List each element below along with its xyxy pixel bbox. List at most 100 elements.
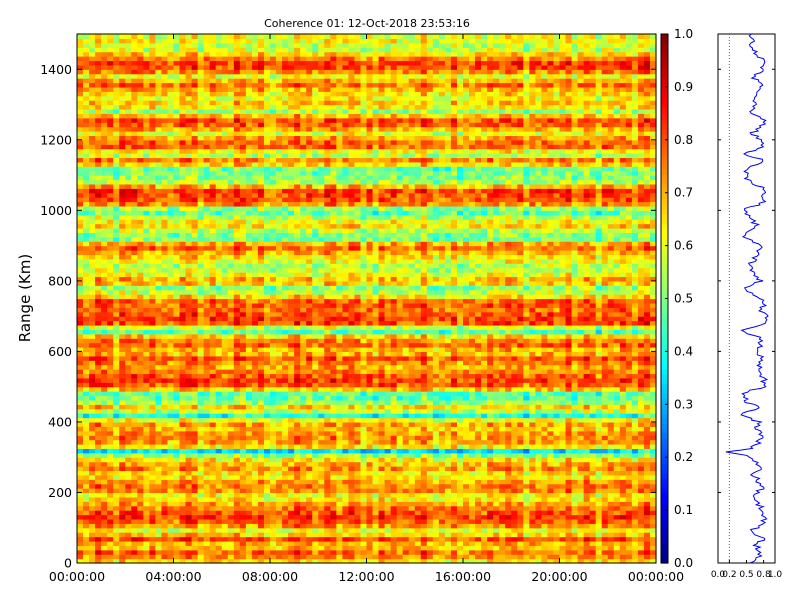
heatmap-cell: [233, 545, 241, 551]
heatmap-cell: [366, 483, 374, 489]
heatmap-cell: [348, 369, 356, 375]
heatmap-cell: [324, 360, 331, 366]
heatmap-cell: [432, 391, 440, 397]
heatmap-cell: [396, 382, 404, 388]
heatmap-cell: [324, 351, 331, 357]
heatmap-cell: [619, 369, 627, 375]
heatmap-cell: [402, 346, 410, 352]
heatmap-cell: [131, 404, 138, 410]
heatmap-cell: [173, 461, 181, 467]
heatmap-cell: [408, 501, 416, 507]
heatmap-cell: [318, 355, 325, 361]
heatmap-cell: [535, 505, 543, 511]
heatmap-cell: [348, 536, 356, 542]
heatmap-cell: [167, 439, 175, 445]
heatmap-cell: [173, 439, 181, 445]
heatmap-cell: [487, 549, 494, 555]
heatmap-cell: [553, 532, 561, 538]
heatmap-cell: [294, 417, 301, 423]
heatmap-cell: [619, 532, 627, 538]
heatmap-cell: [245, 496, 253, 502]
heatmap-cell: [348, 501, 356, 507]
heatmap-cell: [493, 404, 500, 410]
heatmap-cell: [529, 554, 536, 560]
heatmap-cell: [203, 527, 211, 533]
heatmap-cell: [444, 466, 452, 472]
heatmap-cell: [227, 435, 235, 441]
heatmap-cell: [408, 536, 416, 542]
heatmap-cell: [336, 558, 343, 564]
heatmap-cell: [408, 391, 416, 397]
heatmap-cell: [137, 527, 144, 533]
heatmap-cell: [288, 505, 295, 511]
heatmap-cell: [511, 369, 518, 375]
heatmap-cell: [167, 426, 175, 432]
heatmap-cell: [625, 399, 633, 405]
heatmap-cell: [426, 377, 434, 383]
heatmap-cell: [167, 342, 175, 348]
heatmap-cell: [631, 382, 639, 388]
heatmap-cell: [529, 369, 536, 375]
heatmap-cell: [221, 532, 229, 538]
heatmap-cell: [450, 338, 458, 344]
heatmap-cell: [336, 435, 343, 441]
heatmap-cell: [390, 514, 398, 520]
heatmap-cell: [523, 421, 530, 427]
heatmap-cell: [360, 554, 368, 560]
heatmap-cell: [294, 461, 301, 467]
heatmap-cell: [342, 536, 350, 542]
heatmap-cell: [294, 540, 301, 546]
heatmap-cell: [463, 536, 470, 542]
heatmap-cell: [360, 492, 368, 498]
heatmap-cell: [517, 426, 524, 432]
heatmap-cell: [559, 523, 567, 529]
heatmap-cell: [342, 483, 350, 489]
heatmap-cell: [239, 554, 247, 560]
heatmap-cell: [511, 554, 518, 560]
heatmap-cell: [372, 360, 380, 366]
heatmap-cell: [101, 505, 108, 511]
heatmap-cell: [378, 413, 386, 419]
heatmap-cell: [306, 435, 313, 441]
heatmap-cell: [529, 523, 536, 529]
heatmap-cell: [384, 558, 392, 564]
heatmap-cell: [143, 435, 150, 441]
heatmap-cell: [396, 413, 404, 419]
heatmap-cell: [137, 492, 144, 498]
heatmap-cell: [276, 443, 283, 449]
heatmap-cell: [137, 421, 144, 427]
heatmap-cell: [559, 333, 567, 339]
heatmap-cell: [631, 426, 639, 432]
heatmap-cell: [366, 364, 374, 370]
heatmap-cell: [450, 536, 458, 542]
heatmap-cell: [83, 540, 90, 546]
heatmap-cell: [191, 413, 199, 419]
heatmap-cell: [125, 518, 132, 524]
heatmap-cell: [203, 351, 211, 357]
heatmap-cell: [619, 488, 627, 494]
heatmap-cell: [131, 518, 138, 524]
heatmap-cell: [125, 435, 132, 441]
heatmap-cell: [83, 435, 90, 441]
heatmap-cell: [523, 540, 530, 546]
heatmap-cell: [161, 355, 169, 361]
heatmap-cell: [444, 408, 452, 414]
heatmap-cell: [95, 355, 102, 361]
heatmap-cell: [420, 492, 428, 498]
heatmap-cell: [499, 430, 506, 436]
heatmap-cell: [444, 386, 452, 392]
heatmap-cell: [221, 439, 229, 445]
heatmap-cell: [161, 421, 169, 427]
heatmap-cell: [83, 417, 90, 423]
heatmap-cell: [221, 518, 229, 524]
heatmap-cell: [83, 364, 90, 370]
heatmap-cell: [589, 479, 597, 485]
heatmap-cell: [613, 426, 621, 432]
heatmap-cell: [245, 369, 253, 375]
heatmap-cell: [481, 430, 488, 436]
heatmap-cell: [396, 474, 404, 480]
heatmap-cell: [215, 496, 223, 502]
heatmap-cell: [631, 413, 639, 419]
heatmap-cell: [185, 452, 193, 458]
heatmap-cell: [191, 452, 199, 458]
